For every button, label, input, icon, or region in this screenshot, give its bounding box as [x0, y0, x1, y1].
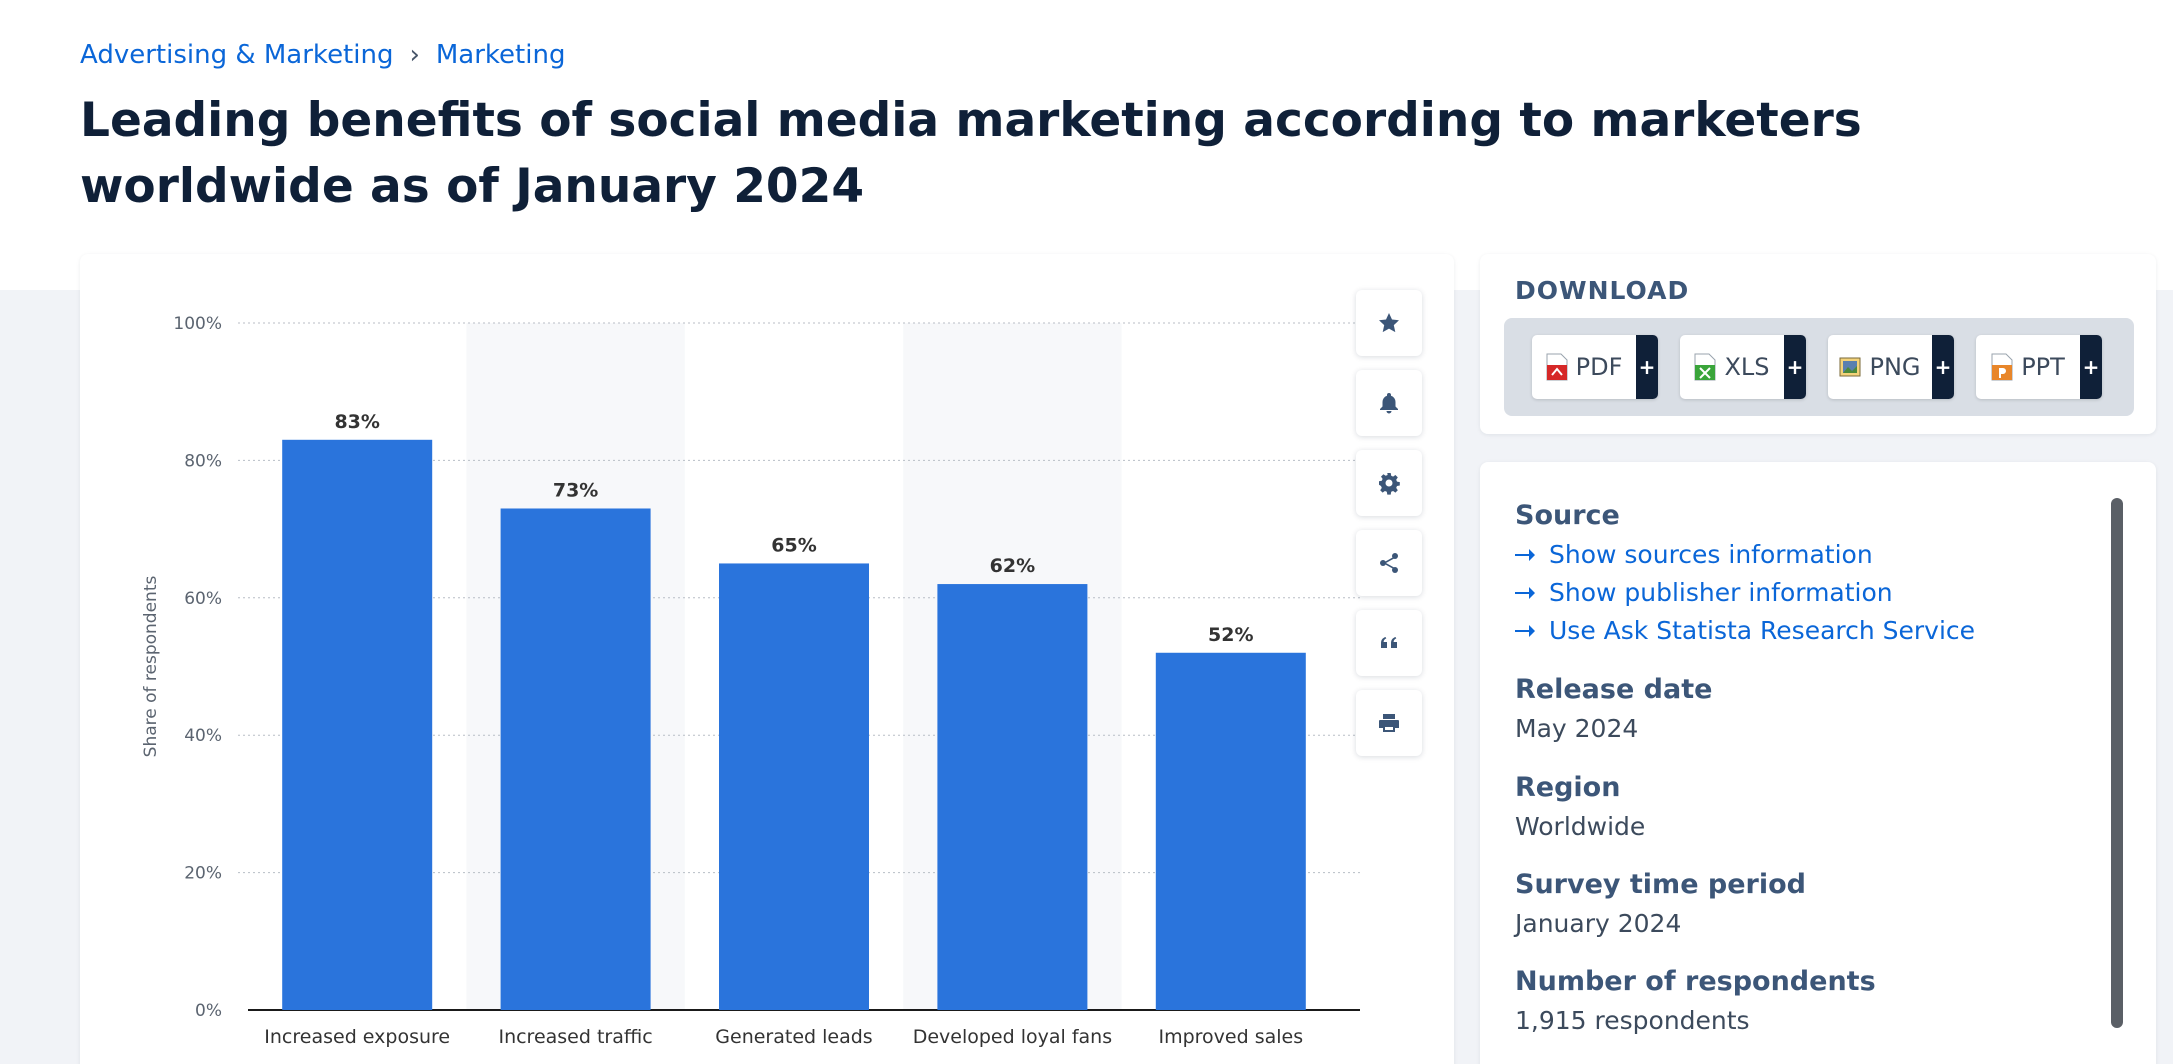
- y-tick-label: 0%: [195, 1001, 222, 1021]
- y-tick-label: 60%: [184, 589, 222, 609]
- release-date-value: May 2024: [1515, 714, 1639, 743]
- y-tick-label: 20%: [184, 864, 222, 884]
- bar-chart: 0% 20% 40% 60% 80% 100% Share of respondents 83…: [141, 314, 1360, 1048]
- data-label: 62%: [990, 555, 1035, 577]
- notification-button[interactable]: [1356, 370, 1422, 436]
- y-tick-label: 80%: [184, 451, 222, 471]
- download-ppt-plus[interactable]: +: [2080, 335, 2102, 399]
- respondents-value: 1,915 respondents: [1515, 1006, 1750, 1035]
- page-header-background: [0, 0, 2173, 290]
- breadcrumb-link-advertising-marketing[interactable]: Advertising & Marketing: [80, 40, 394, 70]
- details-scrollbar[interactable]: [2111, 498, 2123, 1028]
- ask-statista-link[interactable]: Use Ask Statista Research Service: [1515, 616, 1975, 645]
- download-xls-plus[interactable]: +: [1784, 335, 1806, 399]
- x-tick-label: Developed loyal fans: [913, 1026, 1112, 1048]
- region-value: Worldwide: [1515, 812, 1646, 841]
- download-ppt-label: PPT: [2021, 353, 2065, 381]
- download-title: DOWNLOAD: [1515, 276, 1690, 305]
- arrow-right-icon: [1515, 624, 1535, 637]
- ask-statista-label: Use Ask Statista Research Service: [1549, 616, 1976, 645]
- download-pdf-plus[interactable]: +: [1636, 335, 1658, 399]
- bar-increased-traffic: [500, 508, 651, 1010]
- data-label: 52%: [1208, 624, 1253, 646]
- xls-file-icon: [1694, 353, 1716, 381]
- page-title: Leading benefits of social media marketi…: [80, 93, 1862, 214]
- download-xls-button[interactable]: XLS +: [1680, 335, 1806, 399]
- source-heading: Source: [1515, 500, 1620, 531]
- gear-icon: [1379, 473, 1400, 495]
- download-options: PDF + XLS + PNG + PPT +: [1504, 318, 2134, 416]
- arrow-right-icon: [1515, 586, 1535, 599]
- release-date-heading: Release date: [1515, 674, 1713, 705]
- show-publisher-link[interactable]: Show publisher information: [1515, 578, 1893, 607]
- x-tick-label: Increased traffic: [498, 1026, 652, 1048]
- arrow-right-icon: [1515, 548, 1535, 561]
- survey-period-heading: Survey time period: [1515, 869, 1806, 900]
- bar-improved-sales: [1155, 652, 1306, 1010]
- data-label: 65%: [771, 534, 816, 556]
- pdf-file-icon: [1546, 353, 1568, 381]
- print-button[interactable]: [1356, 690, 1422, 756]
- chart-toolbar: [1356, 290, 1422, 756]
- survey-period-value: January 2024: [1515, 909, 1682, 938]
- quote-icon: [1381, 637, 1397, 648]
- statistic-details-panel: Source Show sources information Show pub…: [1480, 462, 2156, 1064]
- printer-icon: [1379, 714, 1399, 732]
- chart-card: 0% 20% 40% 60% 80% 100% Share of respondents 83…: [80, 254, 1454, 1064]
- favorite-button[interactable]: [1356, 290, 1422, 356]
- bar-increased-exposure: [282, 439, 433, 1010]
- cite-button[interactable]: [1356, 610, 1422, 676]
- breadcrumb: Advertising & Marketing › Marketing: [80, 40, 565, 70]
- x-tick-label: Increased exposure: [264, 1026, 450, 1048]
- download-png-button[interactable]: PNG +: [1828, 335, 1954, 399]
- ppt-file-icon: [1991, 353, 2013, 381]
- breadcrumb-separator: ›: [409, 40, 420, 70]
- png-file-icon: [1839, 357, 1861, 377]
- share-button[interactable]: [1356, 530, 1422, 596]
- y-tick-label: 100%: [173, 314, 222, 334]
- download-png-plus[interactable]: +: [1932, 335, 1954, 399]
- y-axis-label: Share of respondents: [141, 576, 161, 758]
- y-tick-label: 40%: [184, 726, 222, 746]
- share-icon: [1380, 553, 1398, 573]
- region-heading: Region: [1515, 772, 1621, 803]
- show-publisher-label: Show publisher information: [1549, 578, 1893, 607]
- download-pdf-label: PDF: [1575, 353, 1623, 381]
- respondents-heading: Number of respondents: [1515, 966, 1876, 997]
- download-xls-label: XLS: [1724, 353, 1770, 381]
- data-label: 73%: [553, 479, 598, 501]
- download-panel: DOWNLOAD PDF + XLS + PNG +: [1480, 254, 2156, 434]
- show-sources-label: Show sources information: [1549, 540, 1873, 569]
- data-label: 83%: [334, 411, 379, 433]
- bell-icon: [1380, 393, 1398, 414]
- settings-button[interactable]: [1356, 450, 1422, 516]
- breadcrumb-link-marketing[interactable]: Marketing: [435, 40, 566, 70]
- bar-generated-leads: [719, 563, 869, 1010]
- bar-developed-loyal-fans: [937, 584, 1088, 1010]
- x-tick-label: Improved sales: [1158, 1026, 1303, 1048]
- star-icon: [1379, 313, 1399, 333]
- download-ppt-button[interactable]: PPT +: [1976, 335, 2102, 399]
- download-pdf-button[interactable]: PDF +: [1532, 335, 1658, 399]
- show-sources-link[interactable]: Show sources information: [1515, 540, 1873, 569]
- x-tick-label: Generated leads: [715, 1026, 872, 1048]
- download-png-label: PNG: [1869, 353, 1921, 381]
